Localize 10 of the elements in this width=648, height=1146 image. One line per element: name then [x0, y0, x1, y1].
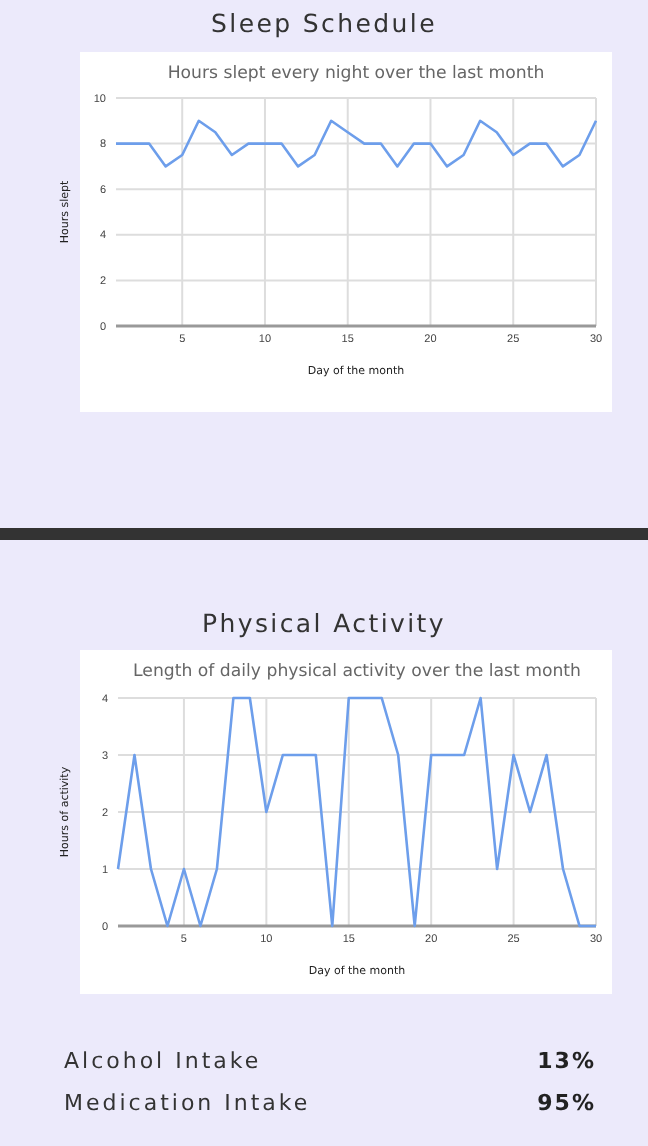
text: 95%: [537, 1090, 596, 1116]
category-label: Alcohol Intake: [64, 1048, 262, 1074]
chart-title: Physical Activity: [202, 608, 446, 638]
chart-subtitle: Hours slept every night over the last month: [167, 64, 545, 84]
line-series: [116, 696, 598, 928]
chart-subtitle: Length of daily physical activity over the last month: [133, 662, 581, 682]
line-series: [114, 119, 598, 168]
category-label: Medication Intake: [64, 1090, 311, 1116]
text: 13%: [537, 1048, 596, 1074]
chart-title: Sleep Schedule: [211, 8, 437, 38]
